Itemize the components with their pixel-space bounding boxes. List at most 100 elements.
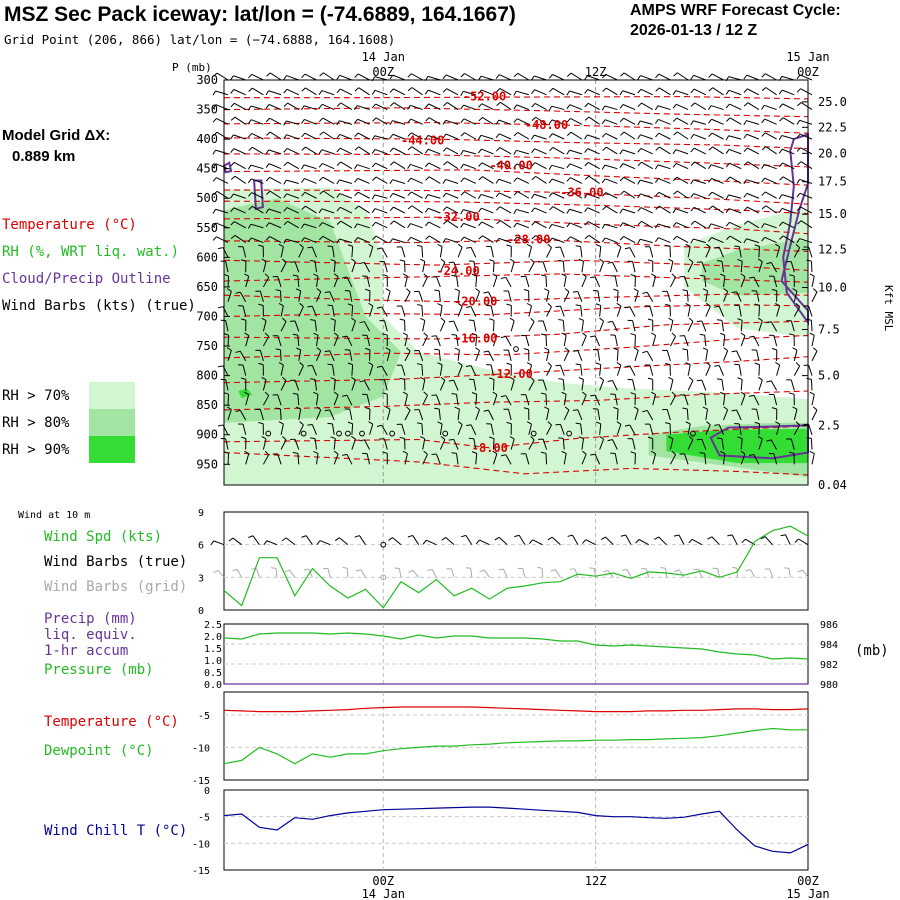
wind10m-barb-true: [514, 534, 526, 545]
wind-barb: [223, 333, 230, 347]
wind-barb: [766, 380, 778, 391]
barb-staff: [225, 261, 229, 273]
barb-flag: [540, 451, 547, 454]
barb-staff: [374, 194, 388, 199]
barb-staff: [516, 236, 530, 244]
barb-flag: [318, 176, 324, 182]
barb-flag: [351, 435, 356, 440]
barb-staff: [298, 290, 302, 302]
barb-flag: [506, 362, 512, 366]
wind-barb: [558, 259, 565, 273]
barb-flag: [230, 234, 236, 239]
wind-barb: [655, 191, 671, 199]
wind-barb: [379, 438, 388, 450]
barb-flag: [766, 262, 772, 265]
barb-staff: [659, 205, 671, 214]
barb-flag: [301, 119, 305, 124]
barb-flag: [270, 567, 277, 569]
barb-flag: [389, 133, 394, 139]
barb-staff: [605, 192, 618, 199]
barb-flag: [635, 539, 640, 544]
barb-staff: [623, 72, 636, 81]
wind-barb: [720, 332, 726, 347]
barb-flag: [619, 149, 624, 155]
wind-barb: [399, 318, 406, 332]
wind-barb: [362, 334, 371, 347]
wind-barb: [624, 424, 636, 435]
wind-barb: [754, 303, 760, 317]
barb-staff: [677, 190, 689, 199]
barb-flag: [620, 534, 626, 537]
wind-barb: [654, 119, 671, 125]
barb-flag: [725, 208, 730, 213]
barb-flag: [371, 90, 376, 95]
barb-staff: [729, 221, 742, 229]
wind-barb: [672, 176, 689, 184]
legend-dewpoint: Dewpoint (°C): [44, 743, 154, 759]
wind-barb: [283, 147, 299, 155]
barb-staff: [225, 320, 229, 332]
barb-staff: [597, 349, 601, 361]
barb-staff: [676, 235, 689, 244]
barb-staff: [712, 87, 724, 96]
barb-staff: [492, 320, 495, 332]
barb-staff: [422, 379, 426, 391]
barb-flag: [261, 258, 267, 262]
barb-flag: [310, 437, 316, 440]
barb-staff: [622, 90, 636, 96]
wind-barb: [544, 347, 550, 361]
wind-barb: [771, 288, 778, 302]
barb-flag: [592, 408, 598, 410]
barb-staff: [427, 194, 441, 199]
wind-barb: [301, 191, 317, 199]
wind-barb: [382, 392, 388, 406]
barb-staff: [551, 105, 565, 111]
wind-barb: [743, 192, 760, 199]
barb-staff: [560, 305, 565, 317]
barb-flag: [284, 569, 290, 573]
barb-flag: [460, 236, 465, 242]
barb-flag: [771, 288, 777, 292]
barb-flag: [496, 101, 501, 106]
barb-staff: [482, 235, 494, 244]
wind-barb: [336, 193, 353, 199]
barb-staff: [216, 72, 229, 81]
barb-flag: [282, 317, 287, 322]
height-tick-label: 22.5: [818, 120, 847, 134]
wind-barb: [492, 391, 498, 406]
barb-staff: [268, 222, 282, 229]
barb-staff: [215, 208, 229, 214]
barb-staff: [528, 439, 535, 450]
barb-staff: [453, 261, 459, 273]
isotherm-label: -48.00: [525, 118, 568, 132]
wind-barb: [483, 350, 494, 362]
barb-flag: [690, 134, 695, 139]
barb-flag: [725, 221, 730, 227]
barb-staff: [802, 569, 809, 578]
calm-wind-circle: [566, 430, 572, 437]
wind-barb: [342, 453, 353, 465]
wind-barb: [734, 422, 742, 435]
barb-staff: [322, 117, 335, 125]
wind-barb: [637, 88, 653, 96]
wind-barb: [702, 288, 709, 302]
barb-flag: [794, 538, 799, 543]
wind-barb: [607, 439, 618, 450]
barb-staff: [492, 261, 495, 273]
barb-staff: [545, 453, 548, 465]
barb-staff: [412, 535, 420, 545]
barb-flag: [616, 362, 622, 366]
barb-flag: [299, 362, 304, 367]
barb-staff: [298, 247, 304, 258]
barb-flag: [547, 243, 552, 248]
wind-barb: [655, 205, 671, 214]
wind-barb: [555, 246, 565, 258]
barb-flag: [407, 146, 413, 151]
barb-flag: [424, 208, 429, 213]
barb-flag: [318, 208, 323, 214]
wind-barb: [496, 161, 512, 170]
wind-barb: [443, 161, 459, 170]
barb-staff: [294, 439, 300, 450]
wind-barb: [460, 73, 477, 81]
barb-staff: [736, 291, 742, 302]
